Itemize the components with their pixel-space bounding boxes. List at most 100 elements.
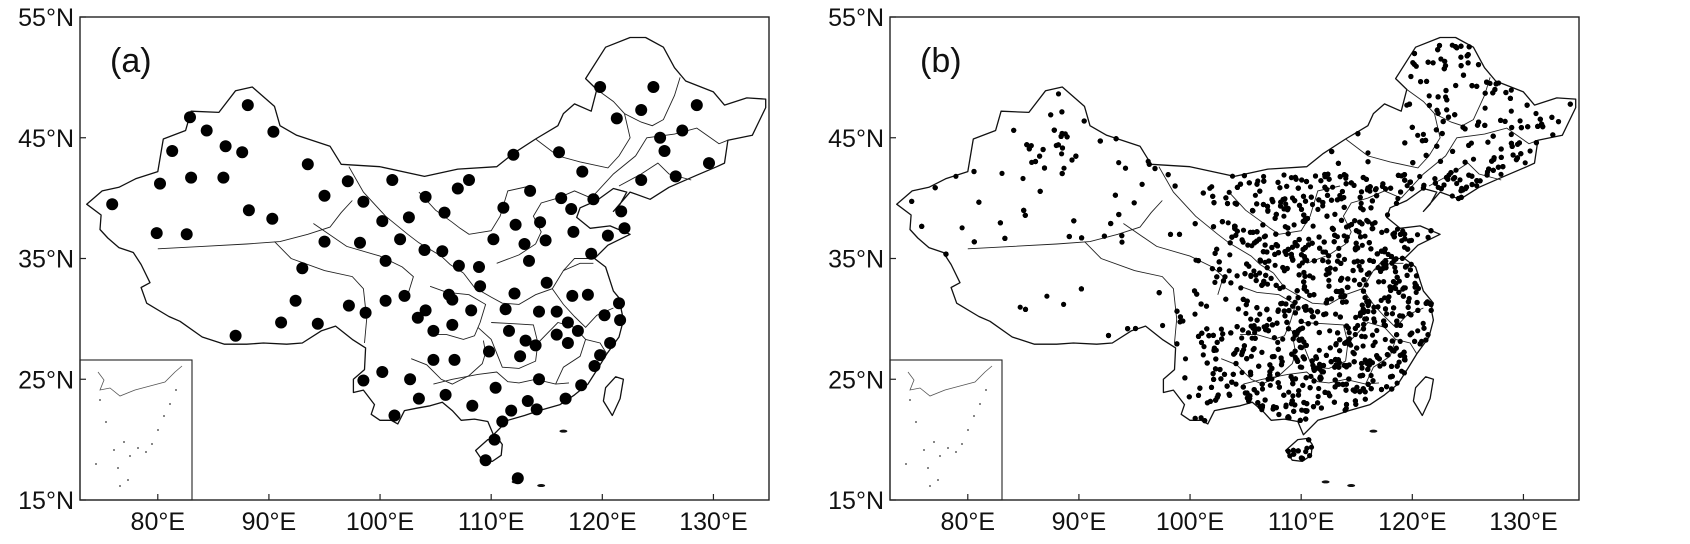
station-marker: [1119, 239, 1125, 245]
station-marker: [1292, 299, 1298, 305]
station-markers: [909, 42, 1573, 462]
station-marker: [1285, 231, 1291, 237]
station-marker: [1176, 231, 1183, 237]
station-marker: [1362, 295, 1368, 301]
station-marker: [1260, 249, 1266, 255]
station-marker: [1355, 131, 1361, 137]
station-marker: [1381, 361, 1387, 367]
station-marker: [1248, 272, 1254, 278]
station-marker: [1265, 328, 1271, 334]
station-marker: [1264, 307, 1270, 313]
station-marker: [1320, 199, 1326, 206]
station-marker: [1299, 177, 1305, 183]
station-marker: [1396, 289, 1402, 295]
station-marker: [1357, 389, 1363, 395]
province-boundary: [463, 262, 594, 305]
station-marker: [1269, 322, 1275, 328]
station-marker: [1244, 261, 1250, 267]
station-marker: [452, 259, 465, 272]
station-marker: [1208, 384, 1215, 390]
station-marker: [521, 395, 534, 407]
station-marker: [1296, 388, 1302, 394]
lon-tick-label: 110°E: [458, 508, 525, 536]
station-marker: [1044, 293, 1050, 299]
station-marker: [1240, 227, 1247, 233]
station-marker: [1326, 283, 1332, 289]
station-marker: [1270, 406, 1276, 412]
station-marker: [1415, 307, 1421, 313]
station-marker: [1346, 330, 1352, 336]
station-marker: [1305, 242, 1312, 248]
station-marker: [1222, 274, 1228, 280]
small-island: [1321, 480, 1330, 484]
station-marker: [561, 337, 574, 349]
station-marker: [1210, 193, 1216, 199]
station-marker: [507, 148, 520, 161]
station-marker: [1275, 339, 1281, 345]
station-marker: [1280, 264, 1286, 271]
station-marker: [1436, 42, 1443, 49]
station-marker: [1295, 185, 1301, 191]
station-marker: [1454, 180, 1460, 187]
station-marker: [1244, 298, 1250, 304]
station-marker: [1417, 173, 1423, 180]
station-marker: [1498, 171, 1504, 177]
station-marker: [1402, 264, 1409, 270]
lat-tick-label: 15°N: [18, 487, 74, 515]
station-marker: [154, 177, 166, 190]
station-marker: [959, 225, 965, 231]
station-marker: [1365, 159, 1371, 165]
station-marker: [1320, 362, 1327, 369]
station-marker: [1453, 167, 1459, 173]
station-marker: [1359, 302, 1365, 308]
station-marker: [1382, 186, 1389, 192]
station-marker: [1463, 184, 1470, 190]
station-marker: [1300, 382, 1306, 388]
station-marker: [1359, 365, 1365, 371]
station-marker: [1394, 318, 1400, 324]
station-marker: [1264, 265, 1270, 271]
station-marker: [1423, 337, 1429, 343]
station-marker: [1384, 352, 1390, 358]
station-marker: [1353, 228, 1359, 234]
station-marker: [1475, 62, 1482, 68]
station-marker: [1146, 161, 1152, 167]
station-marker: [1402, 357, 1408, 363]
station-marker: [1260, 201, 1266, 208]
station-marker: [1397, 313, 1403, 319]
station-marker: [1301, 399, 1307, 406]
province-boundary: [1287, 322, 1349, 369]
station-marker: [1508, 108, 1514, 114]
station-marker: [1405, 246, 1411, 252]
station-marker: [690, 99, 703, 112]
station-marker: [1195, 392, 1202, 398]
lon-tick-label: 130°E: [1489, 508, 1557, 536]
station-marker: [1337, 314, 1343, 320]
station-marker: [1172, 183, 1178, 189]
station-marker: [1269, 196, 1275, 203]
station-marker: [581, 288, 594, 301]
station-marker: [1284, 183, 1290, 189]
station-marker: [1254, 238, 1260, 244]
station-marker: [1322, 171, 1328, 178]
station-marker: [1313, 354, 1319, 360]
lon-tick-label: 90°E: [242, 508, 296, 536]
small-island: [1369, 429, 1378, 433]
station-marker: [1274, 320, 1280, 326]
station-marker: [1152, 165, 1158, 172]
station-marker: [1283, 402, 1289, 408]
station-marker: [1227, 252, 1233, 258]
station-marker: [1301, 279, 1307, 285]
station-marker: [1251, 345, 1257, 352]
station-marker: [418, 244, 431, 256]
province-boundary: [348, 166, 464, 274]
station-marker: [1306, 437, 1312, 443]
station-marker: [1365, 150, 1371, 156]
station-marker: [1303, 178, 1310, 185]
station-marker: [1490, 133, 1496, 139]
station-marker: [1230, 371, 1236, 377]
station-marker: [1325, 259, 1331, 265]
station-marker: [1228, 280, 1234, 286]
station-marker: [1503, 89, 1509, 96]
station-marker: [1391, 305, 1397, 311]
